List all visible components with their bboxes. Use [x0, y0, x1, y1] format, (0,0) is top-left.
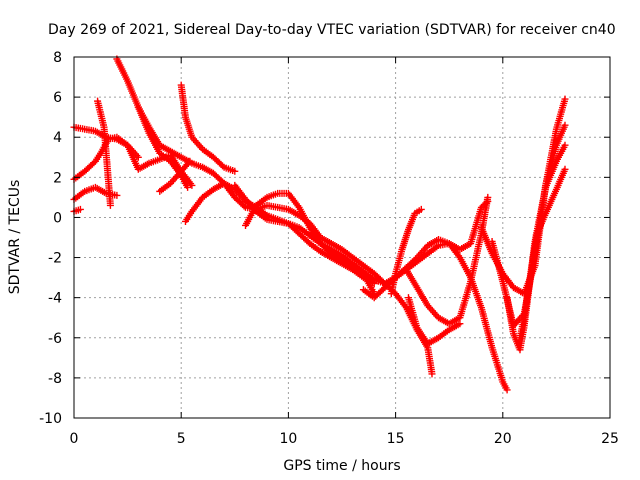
x-tick-label: 25: [601, 431, 619, 447]
y-tick-label: 6: [53, 90, 62, 106]
series-track-3: [70, 183, 121, 203]
grid-lines: [74, 57, 610, 418]
x-tick-label: 5: [177, 431, 186, 447]
series-track-15: [402, 193, 492, 328]
y-tick-label: 0: [53, 210, 62, 226]
series-track-20: [516, 165, 569, 342]
data-point-markers: [402, 193, 492, 328]
y-tick-label: -6: [48, 331, 62, 347]
data-point-markers: [516, 165, 569, 342]
series-track-16: [404, 294, 464, 348]
data-point-markers: [70, 183, 121, 203]
data-point-markers: [94, 97, 114, 209]
y-axis-label: SDTVAR / TECUs: [7, 180, 23, 295]
data-point-markers: [404, 294, 464, 348]
y-tick-label: -2: [48, 251, 62, 267]
x-tick-label: 10: [279, 431, 297, 447]
x-tick-label: 15: [387, 431, 405, 447]
series-track-9: [134, 103, 436, 378]
data-point-markers: [242, 189, 378, 298]
y-tick-label: -4: [48, 291, 62, 307]
chart-title: Day 269 of 2021, Sidereal Day-to-day VTE…: [48, 22, 616, 38]
data-point-markers: [387, 205, 425, 298]
series-track-4: [70, 205, 84, 215]
data-points: [70, 55, 569, 394]
series-track-5: [94, 97, 114, 209]
x-tick-label: 0: [70, 431, 79, 447]
data-point-markers: [156, 157, 194, 195]
plot-frame: [73, 56, 611, 419]
y-tick-label: -8: [48, 371, 62, 387]
series-track-8: [177, 81, 239, 175]
axis-ticks: [73, 56, 611, 419]
data-point-markers: [70, 205, 84, 215]
y-tick-label: -10: [39, 411, 62, 427]
x-axis-label: GPS time / hours: [283, 458, 400, 474]
y-tick-label: 8: [53, 50, 62, 66]
data-point-markers: [134, 103, 436, 378]
tick-labels: 0 5 10 15 20 25 -10 -8 -6 -4 -2 0 2 4 6 8: [39, 50, 619, 447]
data-point-markers: [177, 81, 239, 175]
x-tick-label: 20: [494, 431, 512, 447]
y-tick-label: 4: [53, 130, 62, 146]
series-track-12: [242, 189, 378, 298]
y-tick-label: 2: [53, 170, 62, 186]
series-track-14: [387, 205, 425, 298]
series-track-7: [156, 157, 194, 195]
